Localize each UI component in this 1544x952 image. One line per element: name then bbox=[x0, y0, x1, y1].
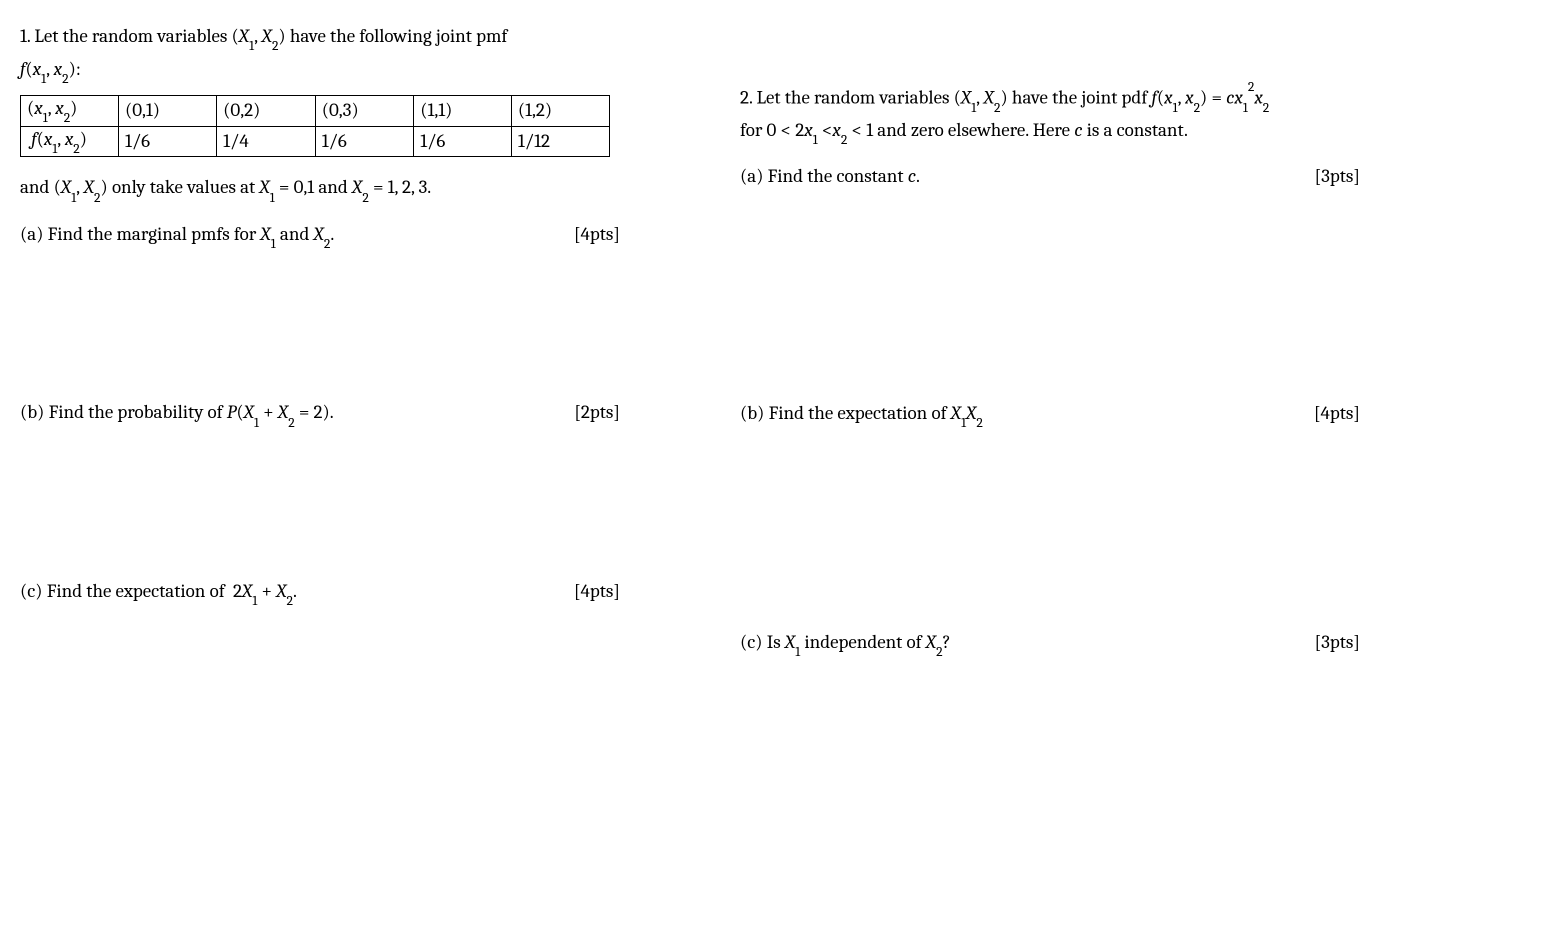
q1-b-text: (b) Find the probability of P(X1 + X2 = … bbox=[20, 400, 334, 429]
q1-part-a: (a) Find the marginal pmfs for X1 and X2… bbox=[20, 222, 620, 251]
table-cell: f(x1, x2) bbox=[21, 126, 119, 157]
table-cell: 1/4 bbox=[217, 126, 316, 157]
table-cell: 1/6 bbox=[414, 126, 512, 157]
q1-a-text: (a) Find the marginal pmfs for X1 and X2… bbox=[20, 222, 334, 251]
table-cell: 1/6 bbox=[315, 126, 414, 157]
question-1-column: 1. Let the random variables (X1, X2) hav… bbox=[20, 24, 620, 658]
q1-pmf-table: (x1, x2) (0,1) (0,2) (0,3) (1,1) (1,2) f… bbox=[20, 95, 610, 157]
table-cell: 1/6 bbox=[118, 126, 216, 157]
table-cell: (0,2) bbox=[217, 96, 316, 127]
q1-after-table: and (X1, X2) only take values at X1 = 0,… bbox=[20, 175, 620, 204]
q1-c-text: (c) Find the expectation of 2X1 + X2. bbox=[20, 579, 297, 608]
q2-part-a: (a) Find the constant c. [3pts] bbox=[740, 164, 1360, 189]
q2-part-b: (b) Find the expectation of X1X2 [4pts] bbox=[740, 401, 1360, 430]
q1-c-points: [4pts] bbox=[574, 579, 620, 604]
table-cell: (x1, x2) bbox=[21, 96, 119, 127]
q2-c-points: [3pts] bbox=[1314, 630, 1360, 655]
q1-part-c: (c) Find the expectation of 2X1 + X2. [4… bbox=[20, 579, 620, 608]
q2-b-points: [4pts] bbox=[1314, 401, 1360, 426]
q2-c-text: (c) Is X1 independent of X2? bbox=[740, 630, 951, 659]
page: 1. Let the random variables (X1, X2) hav… bbox=[0, 0, 1544, 952]
q1-intro-line2: f(x1, x2): bbox=[20, 57, 620, 86]
q2-a-text: (a) Find the constant c. bbox=[740, 164, 920, 189]
table-cell: (0,3) bbox=[315, 96, 414, 127]
q2-a-points: [3pts] bbox=[1314, 164, 1360, 189]
table-row: f(x1, x2) 1/6 1/4 1/6 1/6 1/12 bbox=[21, 126, 610, 157]
table-cell: (0,1) bbox=[118, 96, 216, 127]
table-cell: (1,1) bbox=[414, 96, 512, 127]
q2-b-text: (b) Find the expectation of X1X2 bbox=[740, 401, 983, 430]
two-column-layout: 1. Let the random variables (X1, X2) hav… bbox=[20, 24, 1524, 658]
q1-a-points: [4pts] bbox=[574, 222, 620, 247]
table-cell: (1,2) bbox=[511, 96, 609, 127]
table-cell: 1/12 bbox=[511, 126, 609, 157]
q2-intro-line2: for 0 < 2x1 <x2 < 1 and zero elsewhere. … bbox=[740, 118, 1360, 147]
q1-intro-line1: 1. Let the random variables (X1, X2) hav… bbox=[20, 24, 620, 53]
q1-part-b: (b) Find the probability of P(X1 + X2 = … bbox=[20, 400, 620, 429]
question-2-column: 2. Let the random variables (X1, X2) hav… bbox=[740, 24, 1360, 658]
table-row: (x1, x2) (0,1) (0,2) (0,3) (1,1) (1,2) bbox=[21, 96, 610, 127]
q1-b-points: [2pts] bbox=[574, 400, 620, 425]
q2-intro-line1: 2. Let the random variables (X1, X2) hav… bbox=[740, 84, 1360, 114]
q2-part-c: (c) Is X1 independent of X2? [3pts] bbox=[740, 630, 1360, 659]
